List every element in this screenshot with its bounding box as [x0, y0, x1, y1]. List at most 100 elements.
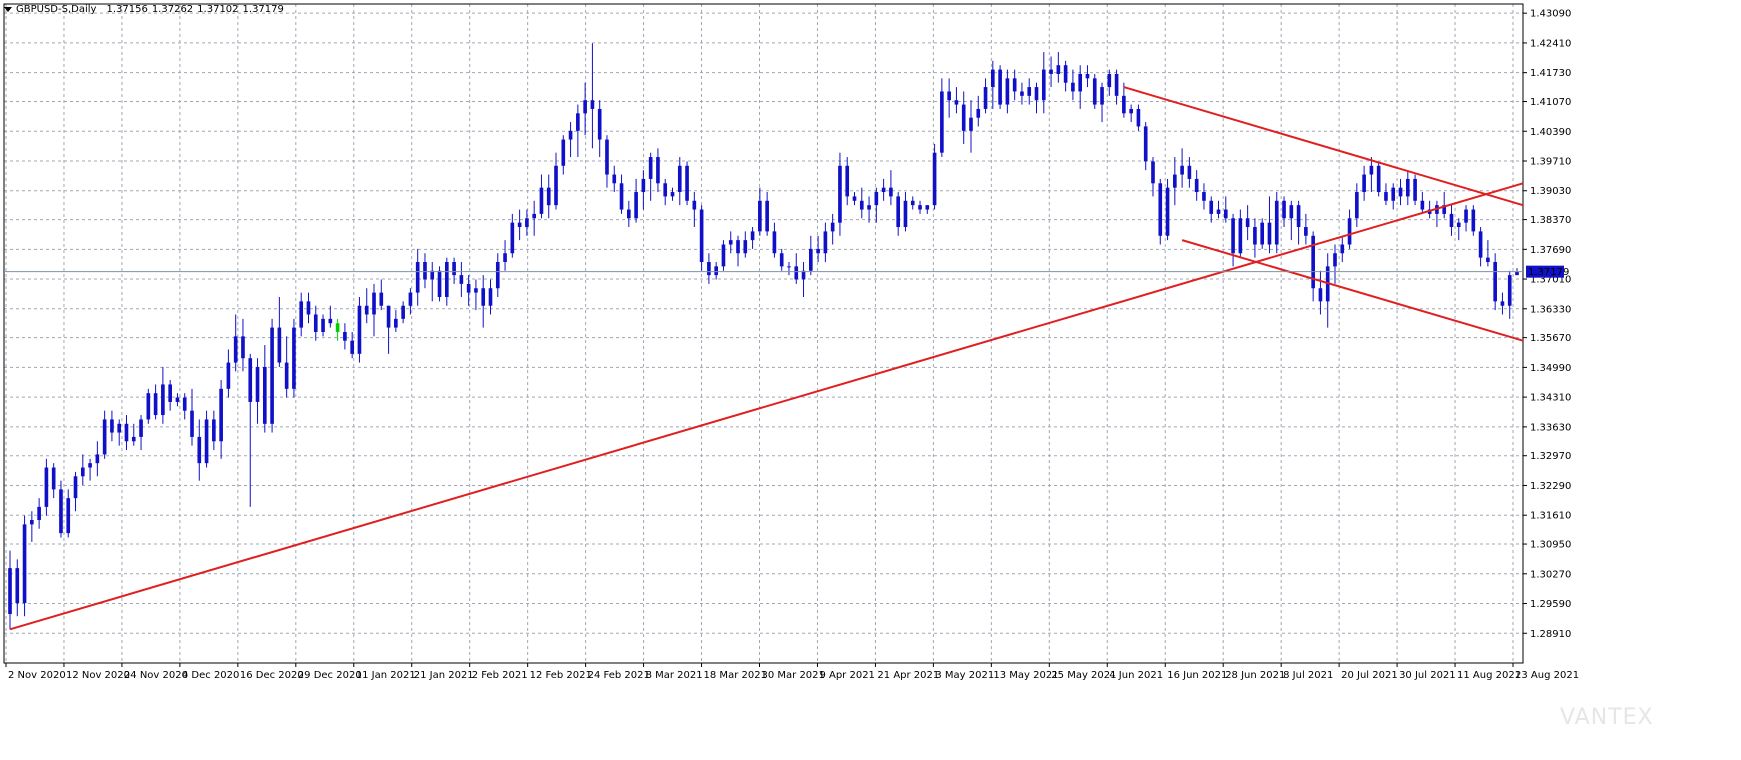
candle-body [1456, 222, 1461, 228]
candle-body [284, 362, 289, 389]
candle-body [685, 165, 689, 201]
candle-body [474, 288, 478, 293]
candle [1391, 183, 1396, 210]
time-tick-label: 9 Apr 2021 [819, 670, 874, 681]
candle [809, 235, 813, 276]
candle [648, 152, 653, 201]
candle [408, 288, 413, 315]
candle-body [197, 436, 202, 464]
candle [1486, 240, 1490, 267]
candle [525, 209, 529, 236]
candle-body [838, 165, 842, 223]
candle [1274, 192, 1279, 254]
candle [1209, 196, 1214, 223]
candle-body [95, 454, 100, 464]
candle [495, 253, 500, 297]
candle [481, 275, 486, 328]
candle [328, 305, 333, 328]
trendlines[interactable] [9, 86, 1524, 631]
candle-body [1165, 187, 1170, 236]
candle [1143, 122, 1148, 171]
candle [1456, 218, 1461, 241]
candle [444, 257, 449, 306]
candle [568, 122, 573, 158]
candle-body [1413, 178, 1417, 201]
candle [1253, 218, 1257, 258]
candle-body [44, 467, 49, 507]
candle-body [1041, 69, 1046, 101]
candle [656, 148, 660, 193]
candle [1471, 205, 1476, 236]
candle-body [1173, 174, 1177, 188]
candle-body [1442, 205, 1447, 214]
candle [182, 393, 187, 420]
candle [517, 209, 522, 241]
candle [1216, 200, 1221, 219]
candle-body [597, 108, 602, 140]
candle [292, 318, 296, 398]
candle-body [1449, 213, 1454, 228]
candle [430, 262, 435, 302]
candle [437, 266, 442, 302]
candle [364, 288, 369, 324]
candle-body [117, 423, 122, 433]
candle-body [1107, 73, 1112, 88]
candle-body [233, 336, 238, 363]
candle [51, 463, 56, 499]
candle [153, 384, 158, 420]
price-tick-label: 1.41070 [1530, 97, 1571, 108]
candle [255, 358, 260, 424]
time-tick-label: 8 Jul 2021 [1283, 670, 1333, 681]
trendline-channel-lower[interactable] [1181, 239, 1524, 342]
candle-body [576, 113, 580, 131]
candle [663, 178, 668, 206]
candle-body [1136, 108, 1141, 127]
candle [1340, 235, 1345, 263]
candle [1202, 183, 1206, 210]
candle [1187, 157, 1192, 188]
candle [1289, 200, 1294, 241]
candle-body [1012, 78, 1017, 92]
candle [1362, 165, 1366, 201]
price-tick-label: 1.42410 [1530, 38, 1571, 49]
candle-body [568, 130, 573, 140]
candle-body [444, 262, 449, 297]
time-tick-label: 11 Jan 2021 [356, 670, 416, 681]
trendline-channel-upper[interactable] [1123, 86, 1524, 207]
time-tick-label: 25 May 2021 [1051, 670, 1116, 681]
candle [88, 458, 92, 481]
candle [321, 314, 325, 337]
candle-body [641, 178, 646, 193]
price-tick-label: 1.35670 [1530, 333, 1571, 344]
candle [212, 410, 216, 451]
dropdown-triangle-icon[interactable] [4, 7, 12, 12]
candle-body [830, 222, 835, 232]
candle-body [1100, 87, 1104, 105]
candle [947, 78, 951, 118]
candle-body [255, 366, 260, 402]
price-tick-label: 1.30950 [1530, 540, 1571, 551]
candle-body [313, 314, 318, 332]
candle [1056, 52, 1061, 83]
candle [1267, 196, 1272, 254]
candle [1405, 170, 1410, 206]
candle [532, 200, 536, 236]
candle [1245, 205, 1250, 241]
price-axis[interactable]: 1.43090 1.42410 1.41730 1.41070 1.40390 1.397… [1523, 9, 1571, 640]
candle-body [736, 240, 740, 254]
candle-body [612, 174, 617, 184]
candle-body [139, 419, 143, 437]
candle [66, 489, 71, 538]
candle-body [758, 200, 762, 232]
candle-body [1384, 192, 1388, 201]
candle-body [408, 292, 413, 306]
trendline-long-term-support[interactable] [9, 182, 1524, 631]
candle-body [1500, 301, 1505, 306]
candle-body [357, 305, 362, 354]
price-tick-label: 1.37010 [1530, 275, 1571, 286]
candle [1493, 253, 1497, 311]
candle [73, 471, 78, 512]
candle-body [503, 253, 507, 263]
